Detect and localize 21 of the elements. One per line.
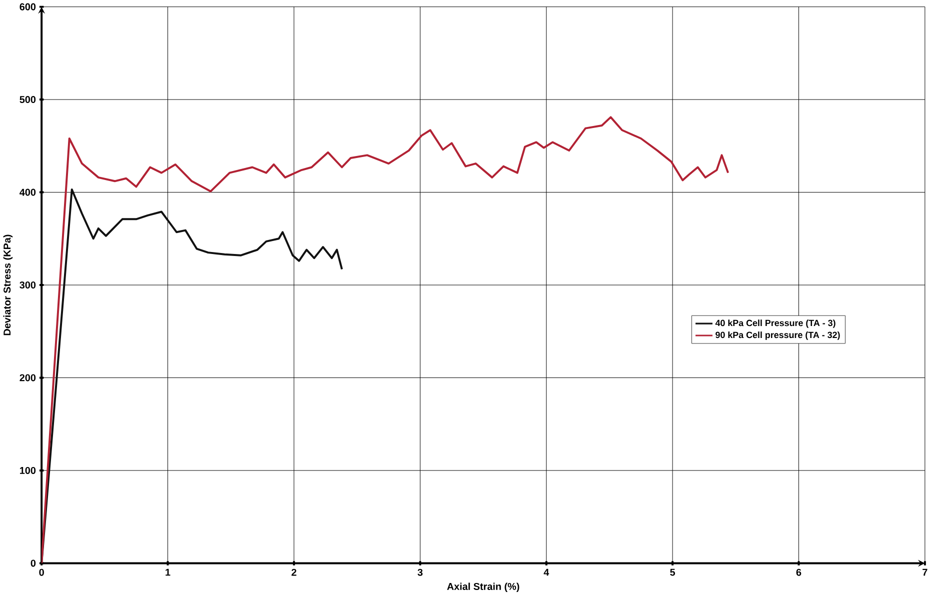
y-tick-label: 600 xyxy=(20,3,36,10)
x-tick-label: 1 xyxy=(166,568,170,576)
y-tick-label: 0 xyxy=(30,560,36,567)
legend-label: 90 kPa Cell pressure (TA - 32) xyxy=(716,331,840,340)
x-tick-label: 7 xyxy=(922,568,928,576)
y-tick-label: 300 xyxy=(20,281,36,288)
x-tick-label: 0 xyxy=(39,568,44,576)
legend-label: 40 kPa Cell Pressure (TA - 3) xyxy=(715,319,836,328)
y-tick-label: 100 xyxy=(20,466,36,474)
x-tick-label: 4 xyxy=(544,568,550,576)
line-series xyxy=(42,116,730,564)
y-tick-label: 200 xyxy=(20,374,36,382)
y-tick-label: 500 xyxy=(20,96,36,103)
x-tick-label: 5 xyxy=(670,568,676,576)
y-tick-label: 400 xyxy=(20,188,36,196)
x-tick-label: 6 xyxy=(796,568,802,576)
x-axis-title: Axial Strain (%) xyxy=(447,582,520,592)
y-axis-title: Deviator Stress (KPa) xyxy=(3,234,13,335)
x-tick-label: 2 xyxy=(292,568,296,576)
x-tick-label: 3 xyxy=(418,568,423,576)
line-series xyxy=(42,188,343,564)
